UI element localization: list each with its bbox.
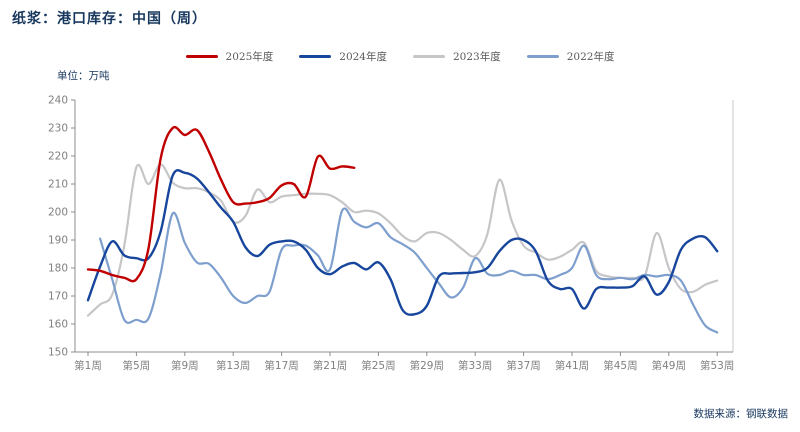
y-tick-label: 190 — [48, 235, 68, 247]
legend-swatch-2025 — [185, 54, 218, 59]
legend-item-2025[interactable]: 2025年度 — [185, 49, 274, 64]
x-tick-label: 第29周 — [410, 359, 444, 372]
x-tick-label: 第53周 — [700, 359, 734, 372]
x-tick-label: 第9周 — [171, 359, 199, 372]
y-tick-label: 220 — [48, 151, 68, 163]
y-tick-label: 180 — [48, 263, 68, 275]
y-axis-unit-label: 单位：万吨 — [57, 70, 110, 82]
y-tick-label: 170 — [48, 291, 68, 303]
legend-item-2024[interactable]: 2024年度 — [299, 49, 387, 64]
legend-item-2023[interactable]: 2023年度 — [413, 49, 501, 64]
x-tick-label: 第25周 — [361, 359, 395, 372]
legend-label: 2022年度 — [566, 51, 615, 63]
x-tick-label: 第45周 — [603, 359, 637, 372]
x-tick-label: 第5周 — [123, 359, 151, 372]
page-title: 纸浆：港口库存：中国（周） — [12, 11, 207, 27]
legend-swatch-2022 — [526, 54, 559, 59]
x-tick-label: 第37周 — [506, 359, 540, 372]
y-tick-label: 200 — [48, 207, 68, 219]
y-tick-label: 150 — [48, 347, 68, 359]
series-line-2024[interactable] — [86, 169, 719, 316]
x-tick-label: 第21周 — [313, 359, 347, 372]
x-tick-label: 第17周 — [264, 359, 298, 372]
x-tick-label: 第41周 — [555, 359, 589, 372]
legend-label: 2023年度 — [453, 51, 501, 63]
legend-swatch-2024 — [299, 54, 332, 59]
y-tick-label: 240 — [48, 95, 68, 107]
x-tick-label: 第33周 — [458, 359, 492, 372]
series-line-2023[interactable] — [86, 163, 719, 317]
x-tick-label: 第49周 — [652, 359, 686, 372]
series-line-2022[interactable] — [99, 207, 719, 334]
x-tick-label: 第13周 — [216, 359, 250, 372]
y-tick-label: 230 — [48, 123, 68, 135]
data-source-label: 数据来源：钢联数据 — [693, 408, 789, 420]
y-tick-label: 160 — [48, 319, 68, 331]
x-tick-label: 第1周 — [74, 359, 102, 372]
legend-label: 2025年度 — [225, 51, 274, 63]
legend-swatch-2023 — [413, 54, 445, 59]
series-line-2025[interactable] — [86, 125, 356, 283]
legend-label: 2024年度 — [339, 51, 387, 63]
legend-item-2022[interactable]: 2022年度 — [526, 49, 615, 64]
y-tick-label: 210 — [48, 179, 68, 191]
chart-legend: 2025年度 2024年度 2023年度 2022年度 — [0, 49, 800, 64]
